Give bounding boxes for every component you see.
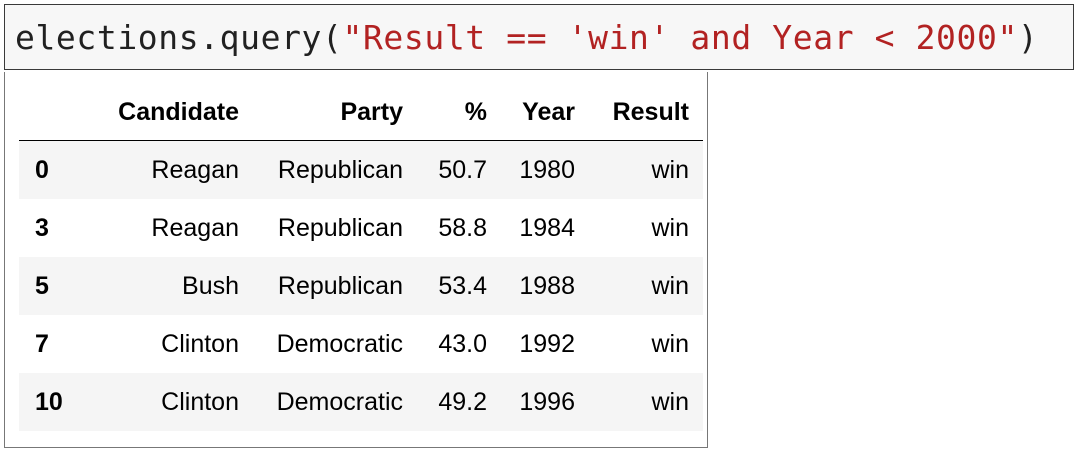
- table-row: 3 Reagan Republican 58.8 1984 win: [19, 199, 703, 257]
- cell-percent: 50.7: [438, 155, 487, 184]
- header-candidate: Candidate: [91, 84, 253, 141]
- row-index: 0: [35, 155, 49, 184]
- code-cell[interactable]: elections.query("Result == 'win' and Yea…: [4, 4, 1074, 70]
- cell-year: 1992: [519, 329, 575, 358]
- cell-result: win: [651, 387, 689, 416]
- header-index: [19, 84, 91, 141]
- cell-party: Democratic: [276, 387, 403, 416]
- row-index: 7: [35, 329, 49, 358]
- cell-year: 1980: [519, 155, 575, 184]
- cell-party: Republican: [277, 271, 403, 300]
- cell-candidate: Clinton: [161, 387, 239, 416]
- row-index: 10: [35, 387, 63, 416]
- cell-year: 1984: [519, 213, 575, 242]
- header-party: Party: [253, 84, 417, 141]
- cell-candidate: Reagan: [151, 155, 239, 184]
- cell-percent: 58.8: [438, 213, 487, 242]
- cell-percent: 43.0: [438, 329, 487, 358]
- cell-result: win: [651, 271, 689, 300]
- table-row: 7 Clinton Democratic 43.0 1992 win: [19, 315, 703, 373]
- cell-year: 1988: [519, 271, 575, 300]
- header-percent: %: [417, 84, 501, 141]
- cell-result: win: [651, 329, 689, 358]
- table-header-row: Candidate Party % Year Result: [19, 84, 703, 141]
- cell-percent: 53.4: [438, 271, 487, 300]
- table-row: 0 Reagan Republican 50.7 1980 win: [19, 140, 703, 199]
- row-index: 3: [35, 213, 49, 242]
- dataframe-table: Candidate Party % Year Result 0 Reagan R…: [19, 84, 703, 431]
- table-row: 5 Bush Republican 53.4 1988 win: [19, 257, 703, 315]
- cell-party: Democratic: [276, 329, 403, 358]
- table-row: 10 Clinton Democratic 49.2 1996 win: [19, 373, 703, 431]
- header-result: Result: [589, 84, 703, 141]
- cell-result: win: [651, 213, 689, 242]
- cell-year: 1996: [519, 387, 575, 416]
- cell-result: win: [651, 155, 689, 184]
- code-string-literal: "Result == 'win' and Year < 2000": [342, 17, 1018, 57]
- cell-candidate: Clinton: [161, 329, 239, 358]
- code-suffix: ): [1017, 17, 1039, 57]
- cell-candidate: Reagan: [151, 213, 239, 242]
- cell-candidate: Bush: [182, 271, 239, 300]
- cell-party: Republican: [277, 155, 403, 184]
- cell-percent: 49.2: [438, 387, 487, 416]
- cell-party: Republican: [277, 213, 403, 242]
- row-index: 5: [35, 271, 49, 300]
- output-area: Candidate Party % Year Result 0 Reagan R…: [4, 72, 708, 448]
- header-year: Year: [501, 84, 589, 141]
- code-prefix: elections.query(: [15, 17, 343, 57]
